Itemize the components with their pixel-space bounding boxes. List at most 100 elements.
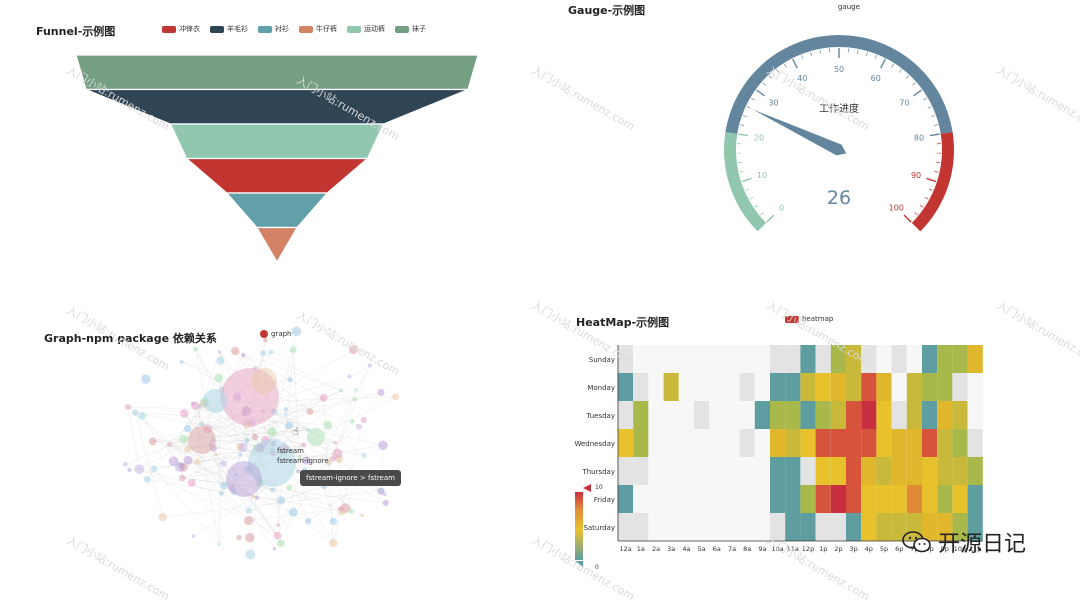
heatmap-cell[interactable] bbox=[633, 457, 648, 485]
heatmap-cell[interactable] bbox=[694, 373, 709, 401]
graph-node[interactable] bbox=[214, 373, 223, 382]
heatmap-cell[interactable] bbox=[648, 457, 663, 485]
graph-node[interactable] bbox=[245, 533, 254, 542]
graph-node[interactable] bbox=[199, 422, 204, 427]
graph-node[interactable] bbox=[349, 345, 358, 354]
graph-node[interactable] bbox=[252, 495, 256, 499]
heatmap-cell[interactable] bbox=[740, 485, 755, 513]
heatmap-cell[interactable] bbox=[740, 429, 755, 457]
heatmap-cell[interactable] bbox=[907, 429, 922, 457]
heatmap-cell[interactable] bbox=[816, 429, 831, 457]
graph-node[interactable] bbox=[383, 500, 389, 506]
heatmap-cell[interactable] bbox=[800, 345, 815, 373]
graph-node[interactable] bbox=[332, 448, 342, 458]
heatmap-cell[interactable] bbox=[968, 345, 983, 373]
graph-node[interactable] bbox=[123, 462, 128, 467]
graph-node[interactable] bbox=[305, 518, 311, 524]
heatmap-cell[interactable] bbox=[785, 345, 800, 373]
heatmap-cell[interactable] bbox=[937, 373, 952, 401]
heatmap-cell[interactable] bbox=[952, 457, 967, 485]
heatmap-cell[interactable] bbox=[816, 373, 831, 401]
graph-node[interactable] bbox=[276, 523, 280, 527]
heatmap-cell[interactable] bbox=[816, 485, 831, 513]
heatmap-cell[interactable] bbox=[922, 401, 937, 429]
heatmap-cell[interactable] bbox=[648, 429, 663, 457]
graph-node[interactable] bbox=[219, 491, 224, 496]
heatmap-cell[interactable] bbox=[755, 513, 770, 541]
graph-node[interactable] bbox=[245, 550, 255, 560]
heatmap-cell[interactable] bbox=[816, 345, 831, 373]
graph-node[interactable] bbox=[255, 495, 259, 499]
heatmap-cell[interactable] bbox=[846, 457, 861, 485]
graph-node[interactable] bbox=[238, 453, 241, 456]
graph-node[interactable] bbox=[307, 408, 314, 415]
heatmap-cell[interactable] bbox=[724, 373, 739, 401]
heatmap-cell[interactable] bbox=[892, 429, 907, 457]
heatmap-cell[interactable] bbox=[724, 345, 739, 373]
heatmap-cell[interactable] bbox=[816, 457, 831, 485]
heatmap-cell[interactable] bbox=[831, 401, 846, 429]
graph-node[interactable] bbox=[244, 438, 249, 443]
graph-node[interactable] bbox=[307, 428, 325, 446]
heatmap-cell[interactable] bbox=[709, 345, 724, 373]
graph-node[interactable] bbox=[260, 350, 266, 356]
heatmap-cell[interactable] bbox=[770, 513, 785, 541]
heatmap-cell[interactable] bbox=[876, 429, 891, 457]
heatmap-cell[interactable] bbox=[709, 373, 724, 401]
graph-node[interactable] bbox=[287, 377, 292, 382]
heatmap-cell[interactable] bbox=[846, 401, 861, 429]
graph-node[interactable] bbox=[377, 389, 384, 396]
heatmap-cell[interactable] bbox=[892, 457, 907, 485]
heatmap-cell[interactable] bbox=[664, 457, 679, 485]
heatmap-cell[interactable] bbox=[968, 485, 983, 513]
graph-node[interactable] bbox=[274, 532, 282, 540]
graph-node[interactable] bbox=[220, 460, 227, 467]
heatmap-cell[interactable] bbox=[831, 345, 846, 373]
heatmap-cell[interactable] bbox=[664, 485, 679, 513]
heatmap-cell[interactable] bbox=[755, 345, 770, 373]
graph-node[interactable] bbox=[329, 539, 338, 548]
graph-node[interactable] bbox=[292, 327, 302, 337]
funnel-segment[interactable] bbox=[227, 193, 328, 228]
heatmap-cell[interactable] bbox=[648, 345, 663, 373]
heatmap-cell[interactable] bbox=[618, 513, 633, 541]
heatmap-cell[interactable] bbox=[876, 345, 891, 373]
graph-node[interactable] bbox=[392, 393, 399, 400]
graph-node[interactable] bbox=[191, 402, 195, 406]
heatmap-cell[interactable] bbox=[861, 485, 876, 513]
graph-node[interactable] bbox=[355, 388, 358, 391]
heatmap-cell[interactable] bbox=[968, 457, 983, 485]
heatmap-cell[interactable] bbox=[922, 345, 937, 373]
graph-node[interactable] bbox=[179, 434, 188, 443]
graph-node[interactable] bbox=[193, 347, 198, 352]
heatmap-cell[interactable] bbox=[694, 485, 709, 513]
heatmap-cell[interactable] bbox=[800, 513, 815, 541]
heatmap-cell[interactable] bbox=[618, 373, 633, 401]
graph-node[interactable] bbox=[333, 441, 337, 445]
heatmap-cell[interactable] bbox=[846, 429, 861, 457]
graph-node[interactable] bbox=[134, 464, 144, 474]
heatmap-cell[interactable] bbox=[694, 429, 709, 457]
heatmap-cell[interactable] bbox=[724, 457, 739, 485]
heatmap-cell[interactable] bbox=[694, 457, 709, 485]
heatmap-cell[interactable] bbox=[846, 485, 861, 513]
heatmap-cell[interactable] bbox=[831, 373, 846, 401]
heatmap-cell[interactable] bbox=[846, 373, 861, 401]
funnel-segment[interactable] bbox=[76, 55, 478, 90]
graph-node[interactable] bbox=[138, 412, 145, 419]
graph-node[interactable] bbox=[236, 535, 241, 540]
graph-node[interactable] bbox=[263, 338, 268, 343]
heatmap-cell[interactable] bbox=[679, 457, 694, 485]
graph-node[interactable] bbox=[277, 496, 285, 504]
graph-node[interactable] bbox=[226, 461, 262, 497]
graph-node[interactable] bbox=[214, 452, 218, 456]
graph-node[interactable] bbox=[361, 417, 367, 423]
graph-node[interactable] bbox=[273, 547, 276, 550]
heatmap-cell[interactable] bbox=[694, 345, 709, 373]
heatmap-cell[interactable] bbox=[770, 401, 785, 429]
heatmap-cell[interactable] bbox=[952, 345, 967, 373]
heatmap-cell[interactable] bbox=[709, 429, 724, 457]
heatmap-cell[interactable] bbox=[633, 513, 648, 541]
graph-node[interactable] bbox=[378, 440, 387, 449]
heatmap-cell[interactable] bbox=[664, 345, 679, 373]
